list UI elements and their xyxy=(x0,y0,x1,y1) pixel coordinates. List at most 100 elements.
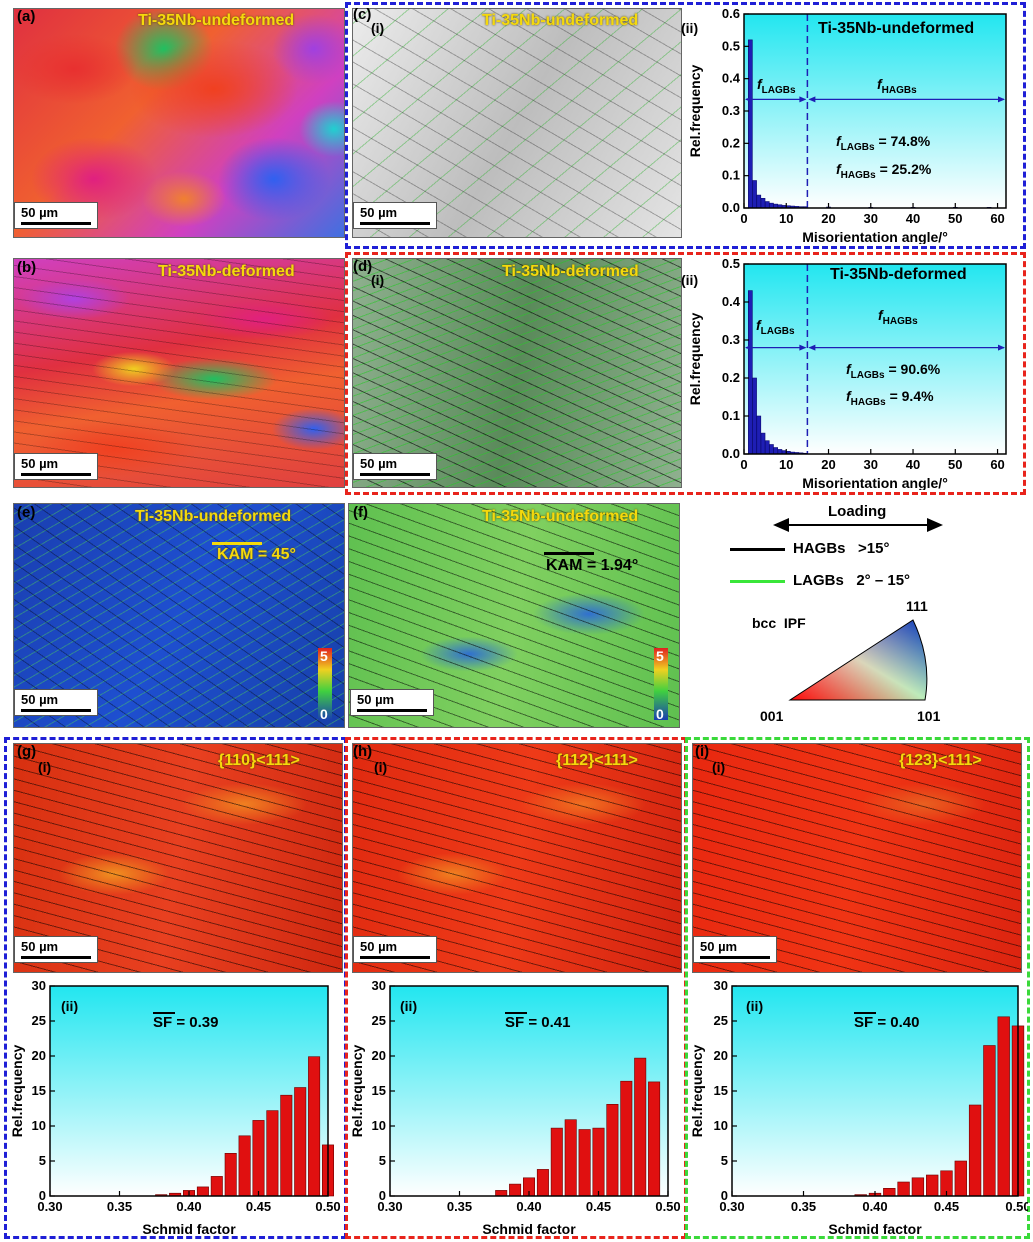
bar xyxy=(308,1056,321,1197)
x-tick-label: 0.35 xyxy=(791,1199,816,1214)
panel-d-sub: (i) xyxy=(371,272,385,288)
bar xyxy=(196,1186,209,1197)
panel-f-label: (f) xyxy=(353,504,368,521)
y-tick-label: 0.5 xyxy=(722,258,740,271)
ipf-map-deformed xyxy=(13,258,345,488)
panel-i-title: {123}<111> xyxy=(899,752,982,769)
panel-d-border xyxy=(345,252,1026,495)
y-tick-label: 0.1 xyxy=(722,168,740,183)
x-axis-label: Schmid factor xyxy=(142,1221,236,1236)
y-tick-label: 15 xyxy=(714,1083,728,1098)
panel-g-sub: (i) xyxy=(38,759,52,775)
x-axis-label: Schmid factor xyxy=(482,1221,576,1236)
bar xyxy=(748,290,753,455)
plot-background xyxy=(744,264,1006,454)
kam-cb-max-f: 5 xyxy=(656,648,664,664)
hagb-legend-line xyxy=(730,548,785,551)
bar xyxy=(634,1057,647,1197)
y-tick-label: 15 xyxy=(32,1083,46,1098)
y-tick-label: 0.2 xyxy=(722,370,740,385)
f-hagbs-value: fHAGBs = 25.2% xyxy=(836,161,932,181)
x-tick-label: 50 xyxy=(948,457,962,472)
panel-d-scalebar: 50 µm xyxy=(353,453,437,480)
x-tick-label: 40 xyxy=(906,457,920,472)
panel-c2-sub: (ii) xyxy=(681,20,699,36)
y-axis-label: Rel.frequency xyxy=(687,312,703,405)
panel-g-scalebar: 50 µm xyxy=(14,936,98,963)
x-tick-label: 30 xyxy=(864,211,878,226)
y-tick-label: 10 xyxy=(32,1118,46,1133)
y-tick-label: 25 xyxy=(714,1013,728,1028)
y-tick-label: 0.2 xyxy=(722,135,740,150)
kam-cb-min-f: 0 xyxy=(656,706,664,722)
panel-g-sub2: (ii) xyxy=(61,998,79,1014)
sf-h-overline xyxy=(505,1012,527,1014)
bar xyxy=(238,1135,251,1197)
kam-e-overline xyxy=(212,542,262,545)
bar xyxy=(252,1120,265,1197)
bar xyxy=(764,201,770,209)
y-axis-label: Rel.frequency xyxy=(687,64,703,157)
y-tick-label: 25 xyxy=(32,1013,46,1028)
lagb-legend-text: LAGBs 2° – 15° xyxy=(793,572,911,589)
arrowhead xyxy=(745,344,752,351)
bar xyxy=(756,194,762,209)
arrowhead xyxy=(998,96,1005,103)
bar xyxy=(954,1160,967,1197)
bar xyxy=(748,39,753,209)
y-tick-label: 0.6 xyxy=(722,8,740,21)
y-tick-label: 0 xyxy=(379,1188,386,1203)
bar xyxy=(550,1127,563,1197)
misorientation-chart-undeformed: 0 10 20 30 40 50 60 0.0 0.1 0.2 0.3 0.4 0.5 0.6 Misori… xyxy=(687,8,1007,244)
y-tick-label: 20 xyxy=(372,1048,386,1063)
bar xyxy=(760,198,766,209)
f-lagbs-label-d: fLAGBs xyxy=(756,317,795,337)
y-tick-label: 25 xyxy=(372,1013,386,1028)
y-tick-label: 0.4 xyxy=(722,294,741,309)
panel-i-sub2: (ii) xyxy=(746,998,764,1014)
arrowhead xyxy=(808,344,816,351)
x-tick-label: 0.30 xyxy=(377,1199,402,1214)
y-tick-label: 0.4 xyxy=(722,71,741,86)
schmid-histogram-110: 0.30 0.35 0.40 0.45 0.50 0 5 10 15 20 25 30 Schmid f… xyxy=(9,980,341,1236)
x-tick-label: 0.50 xyxy=(655,1199,680,1214)
panel-i-border xyxy=(685,737,1030,1239)
x-tick-label: 0 xyxy=(740,211,747,226)
bar xyxy=(620,1080,633,1197)
y-tick-label: 0 xyxy=(39,1188,46,1203)
bar xyxy=(294,1087,307,1197)
x-tick-label: 0.35 xyxy=(107,1199,132,1214)
bar xyxy=(578,1129,591,1197)
bar xyxy=(983,1045,996,1197)
x-axis-label: Schmid factor xyxy=(828,1221,922,1236)
panel-i-sf: SF = 0.40 xyxy=(854,1014,920,1031)
bar xyxy=(752,377,757,455)
sf-i-overline xyxy=(854,1012,876,1014)
arrowhead xyxy=(799,96,807,103)
y-axis-label: Rel.frequency xyxy=(9,1044,25,1137)
sf-g-overline xyxy=(153,1012,175,1014)
x-tick-label: 20 xyxy=(821,211,835,226)
boundary-map-undeformed xyxy=(352,8,682,238)
arrowhead xyxy=(799,344,807,351)
arrowhead xyxy=(745,96,752,103)
panel-a-title: Ti-35Nb-undeformed xyxy=(138,12,295,29)
x-tick-label: 0.30 xyxy=(719,1199,744,1214)
y-tick-label: 5 xyxy=(721,1153,728,1168)
bar xyxy=(760,432,766,455)
x-tick-label: 0.45 xyxy=(246,1199,271,1214)
kam-f-overline xyxy=(544,552,594,555)
y-axis-label: Rel.frequency xyxy=(349,1044,365,1137)
arrowhead xyxy=(998,344,1005,351)
panel-g-label: (g) xyxy=(17,743,37,760)
bar xyxy=(509,1183,522,1197)
panel-e-label: (e) xyxy=(17,504,36,521)
y-tick-label: 10 xyxy=(714,1118,728,1133)
f-lagbs-value: fLAGBs = 74.8% xyxy=(836,133,931,153)
x-axis-label: Misorientation angle/° xyxy=(802,229,948,244)
x-axis-label: Misorientation angle/° xyxy=(802,475,948,490)
panel-h-title: {112}<111> xyxy=(556,752,638,769)
bar xyxy=(606,1104,619,1197)
bar xyxy=(764,440,770,455)
panel-f-title: Ti-35Nb-undeformed xyxy=(482,508,639,525)
